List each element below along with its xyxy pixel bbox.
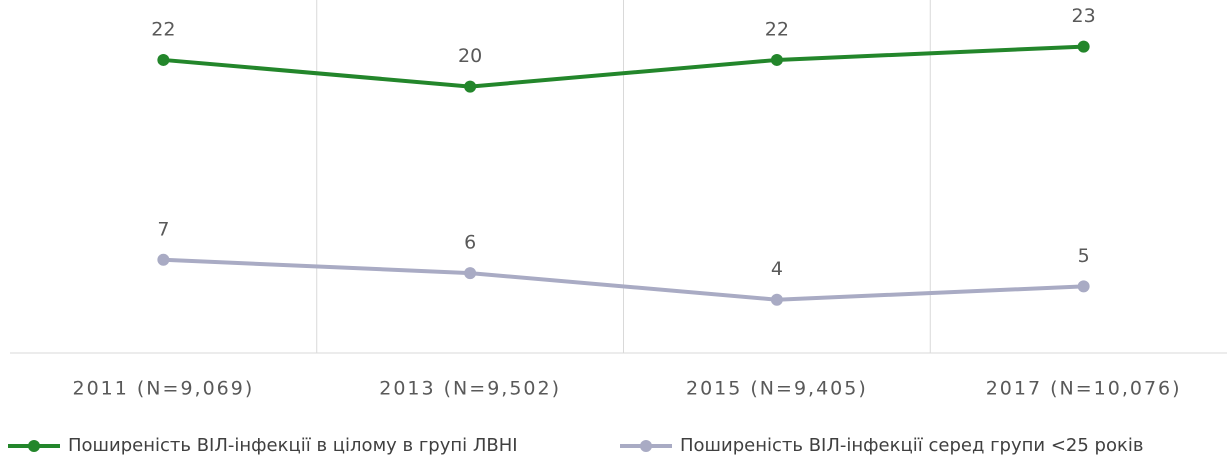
data-label: 22 <box>151 18 175 40</box>
data-label: 7 <box>157 218 169 240</box>
data-label: 6 <box>464 232 476 254</box>
x-tick-label: 2011 (N=9,069) <box>73 378 255 400</box>
series-line <box>163 44 1084 89</box>
legend-label: Поширеність ВІЛ-інфекції серед групи <25… <box>680 435 1143 456</box>
data-label: 20 <box>458 45 482 67</box>
data-point <box>157 53 170 66</box>
legend-label: Поширеність ВІЛ-інфекції в цілому в груп… <box>68 435 518 456</box>
x-tick-label: 2013 (N=9,502) <box>379 378 561 400</box>
data-point <box>464 80 477 93</box>
data-point <box>1077 40 1090 53</box>
data-point <box>770 53 783 66</box>
series-line <box>163 257 1084 302</box>
legend-marker <box>640 440 652 452</box>
x-tick-label: 2015 (N=9,405) <box>686 378 868 400</box>
data-point <box>464 267 477 280</box>
data-label: 4 <box>771 258 783 280</box>
data-point <box>1077 280 1090 293</box>
x-tick-label: 2017 (N=10,076) <box>986 378 1182 400</box>
legend-marker <box>28 440 40 452</box>
data-point <box>770 293 783 306</box>
data-label: 23 <box>1072 5 1096 27</box>
data-label: 22 <box>765 18 789 40</box>
data-point <box>157 253 170 266</box>
data-label: 5 <box>1078 245 1090 267</box>
